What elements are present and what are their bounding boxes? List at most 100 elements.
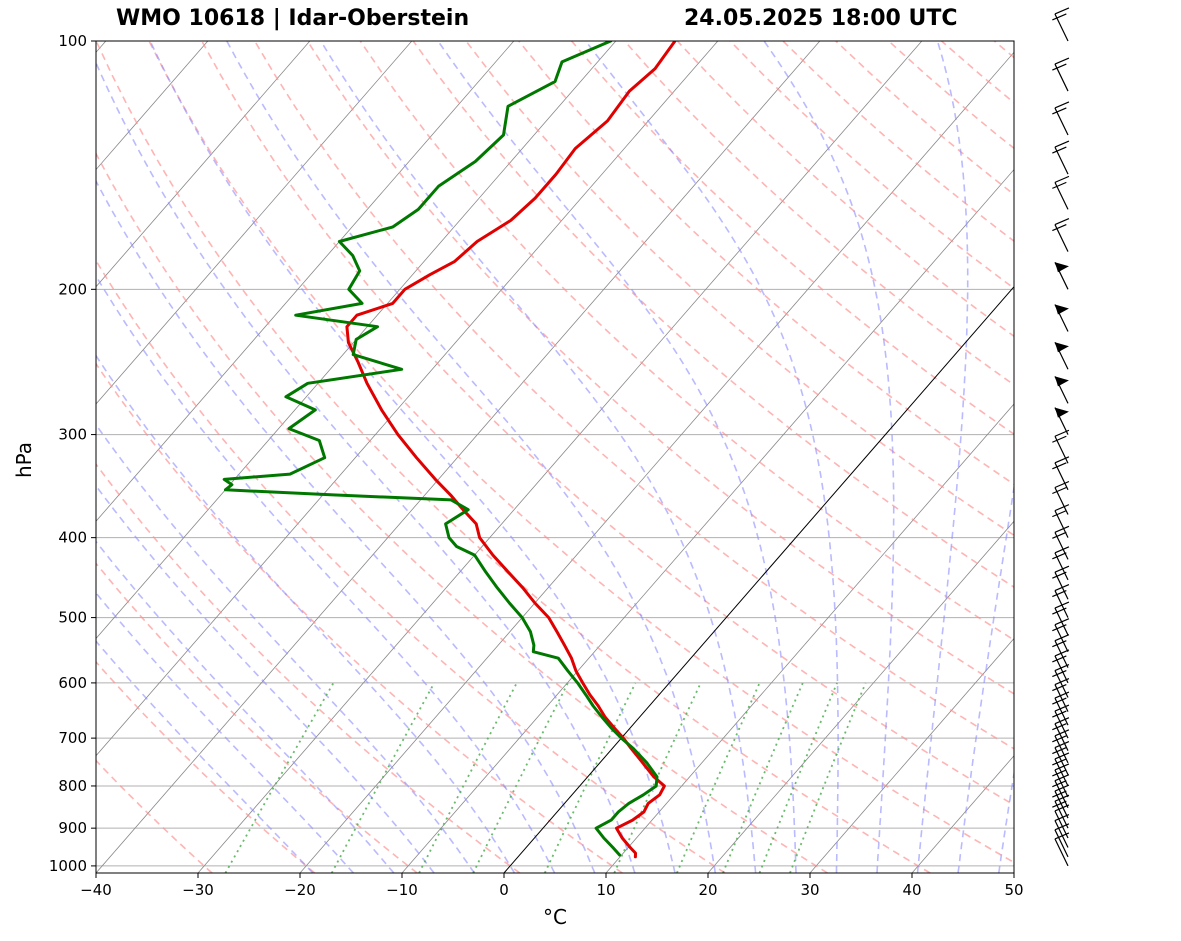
wind-barb xyxy=(1052,218,1070,252)
dry-adiabat xyxy=(835,41,1014,196)
y-tick-label: 100 xyxy=(58,32,87,50)
wind-feather xyxy=(1052,13,1067,21)
moist-adiabat xyxy=(584,41,839,873)
moist-adiabat xyxy=(96,540,395,873)
y-tick-label: 500 xyxy=(58,609,87,627)
x-tick-label: 20 xyxy=(698,881,717,899)
wind-barb xyxy=(1052,717,1070,751)
wind-barb xyxy=(1052,504,1070,538)
wind-feather xyxy=(1052,531,1067,539)
mixing-ratio-line xyxy=(543,682,637,873)
wind-barb xyxy=(1052,794,1070,829)
dry-adiabat xyxy=(96,562,418,873)
chart-title: WMO 10618 | Idar-Oberstein xyxy=(116,6,470,31)
moist-adiabat xyxy=(96,484,435,873)
moist-adiabat xyxy=(96,423,475,873)
y-tick-label: 600 xyxy=(58,674,87,692)
sounding-lines xyxy=(222,41,677,859)
wind-feather xyxy=(1052,735,1067,743)
wind-barb xyxy=(1052,763,1070,798)
wind-feather xyxy=(1054,140,1070,148)
dry-adiabat xyxy=(993,41,1014,59)
wind-feather xyxy=(1052,435,1067,443)
moist-adiabat xyxy=(763,41,895,873)
wind-flag xyxy=(1054,304,1069,315)
dewpoint-profile xyxy=(222,41,659,857)
wind-feather xyxy=(1054,565,1070,573)
y-tick-label: 1000 xyxy=(49,857,87,875)
wind-feather xyxy=(1054,175,1070,183)
wind-feather xyxy=(1052,224,1067,232)
y-tick-label: 800 xyxy=(58,777,87,795)
wind-barb xyxy=(1052,525,1070,560)
isotherm xyxy=(707,520,1014,873)
mixing-ratio-line xyxy=(418,682,518,873)
plot-frame xyxy=(95,40,1015,874)
zero-isotherm xyxy=(503,286,1014,873)
mixing-ratio-line xyxy=(472,682,569,873)
wind-feather xyxy=(1054,752,1070,760)
wind-feather xyxy=(1052,790,1067,798)
wind-flag xyxy=(1054,407,1069,418)
wind-feather xyxy=(1052,181,1067,189)
moist-adiabat xyxy=(320,41,757,873)
dry-adiabat xyxy=(96,362,623,873)
mixing-ratio-line xyxy=(722,682,804,873)
wind-feather xyxy=(1054,7,1070,15)
wind-feather xyxy=(1052,697,1067,705)
wind-barb xyxy=(1054,341,1069,370)
y-tick-label: 300 xyxy=(58,426,87,444)
dry-adiabat xyxy=(359,41,1014,641)
wind-feather xyxy=(1052,552,1067,560)
wind-feather xyxy=(1052,63,1067,71)
wind-barb xyxy=(1052,175,1070,210)
x-tick-label: 30 xyxy=(800,881,819,899)
isotherm xyxy=(96,41,617,640)
x-tick-label: 0 xyxy=(499,881,509,899)
moist-adiabat xyxy=(96,591,354,873)
wind-barb xyxy=(1052,565,1070,600)
dry-adiabat xyxy=(96,759,213,873)
dry-adiabat xyxy=(623,41,1014,386)
dry-adiabat xyxy=(96,660,316,873)
y-axis-label: hPa xyxy=(12,442,36,478)
wind-feather xyxy=(1052,462,1067,470)
wind-barb xyxy=(1052,752,1070,787)
wind-feather xyxy=(1052,800,1067,808)
wind-flag xyxy=(1054,376,1069,387)
wind-feather xyxy=(1052,723,1067,731)
wind-barb xyxy=(1052,57,1070,92)
x-tick-label: 10 xyxy=(596,881,615,899)
wind-feather xyxy=(1052,769,1067,777)
moist-adiabat xyxy=(916,41,969,873)
isotherm xyxy=(605,403,1014,873)
y-tick-label: 900 xyxy=(58,819,87,837)
x-tick-label: −20 xyxy=(284,881,316,899)
moist-adiabat xyxy=(226,41,717,873)
wind-feather xyxy=(1054,729,1070,737)
dry-adiabat xyxy=(412,41,1014,589)
wind-barb xyxy=(1052,784,1070,819)
wind-feather xyxy=(1052,684,1067,692)
wind-feather xyxy=(1052,747,1067,755)
x-tick-label: −10 xyxy=(386,881,418,899)
isotherm xyxy=(1013,872,1014,873)
wind-feather xyxy=(1052,107,1067,115)
wind-barb xyxy=(1054,823,1070,858)
dry-adiabat xyxy=(96,151,828,873)
wind-barb xyxy=(1052,456,1070,491)
x-tick-label: 50 xyxy=(1004,881,1023,899)
wind-feather xyxy=(1054,480,1070,489)
mixing-ratio-line xyxy=(224,682,335,873)
dry-adiabat xyxy=(570,41,1014,436)
x-tick-label: −40 xyxy=(80,881,112,899)
dry-adiabat xyxy=(201,41,1014,806)
wind-feather xyxy=(1052,758,1067,766)
wind-barb xyxy=(1054,376,1069,404)
dry-adiabat xyxy=(518,41,1014,486)
isotherm xyxy=(96,41,311,288)
wind-barb xyxy=(1052,7,1070,42)
x-tick-label: −30 xyxy=(182,881,214,899)
wind-barb xyxy=(1052,741,1070,775)
wind-feather xyxy=(1052,780,1067,788)
